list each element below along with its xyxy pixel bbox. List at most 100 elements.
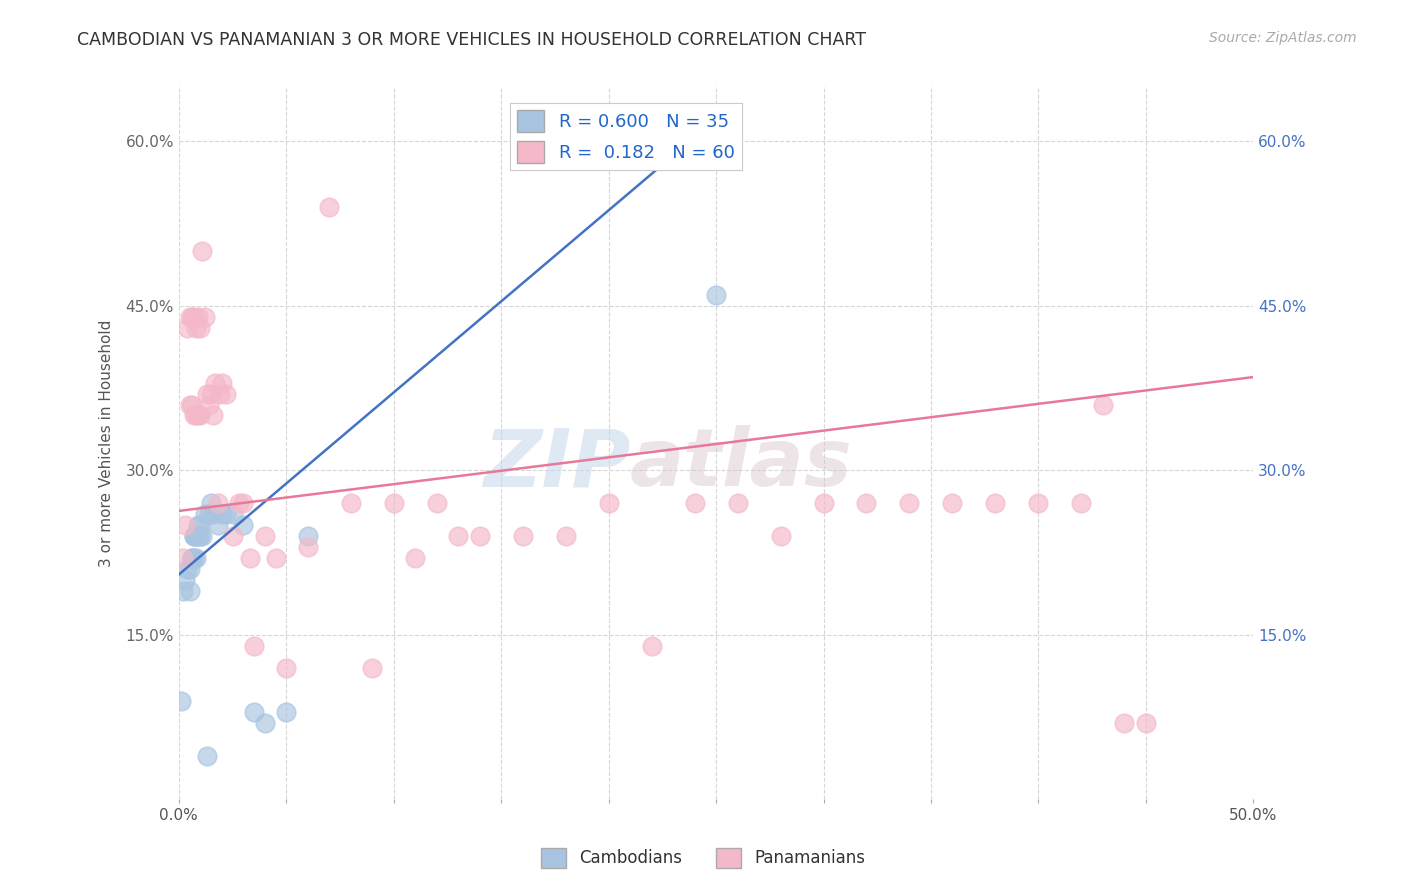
Point: [598, 112, 620, 127]
Point: [221, 507, 243, 521]
Point: [382, 496, 405, 510]
Point: [187, 518, 209, 533]
Point: [554, 529, 576, 543]
Point: [184, 529, 207, 543]
Point: [183, 529, 205, 543]
Point: [704, 287, 727, 301]
Point: [172, 584, 194, 599]
Point: [198, 507, 221, 521]
Point: [183, 409, 205, 423]
Point: [195, 748, 218, 763]
Point: [447, 529, 470, 543]
Point: [184, 409, 207, 423]
Point: [179, 397, 201, 411]
Point: [1028, 496, 1050, 510]
Point: [200, 496, 222, 510]
Point: [239, 551, 262, 566]
Point: [188, 320, 211, 334]
Point: [187, 409, 209, 423]
Point: [202, 409, 225, 423]
Point: [1070, 496, 1092, 510]
Point: [207, 496, 229, 510]
Point: [404, 551, 426, 566]
Point: [228, 496, 250, 510]
Legend: R = 0.600   N = 35, R =  0.182   N = 60: R = 0.600 N = 35, R = 0.182 N = 60: [510, 103, 742, 170]
Point: [253, 715, 276, 730]
Point: [253, 529, 276, 543]
Point: [232, 518, 254, 533]
Point: [297, 529, 319, 543]
Point: [184, 551, 207, 566]
Point: [855, 496, 877, 510]
Point: [215, 507, 238, 521]
Point: [276, 661, 298, 675]
Point: [204, 376, 226, 390]
Point: [898, 496, 921, 510]
Point: [174, 518, 197, 533]
Point: [221, 529, 243, 543]
Point: [727, 496, 749, 510]
Point: [180, 551, 202, 566]
Point: [1091, 397, 1114, 411]
Point: [318, 200, 340, 214]
Point: [211, 507, 233, 521]
Point: [179, 310, 201, 324]
Point: [180, 397, 202, 411]
Point: [172, 551, 194, 566]
Point: [180, 310, 202, 324]
Text: ZIP: ZIP: [482, 425, 630, 503]
Point: [984, 496, 1007, 510]
Point: [179, 562, 201, 576]
Point: [232, 496, 254, 510]
Point: [941, 496, 963, 510]
Point: [183, 529, 205, 543]
Point: [813, 496, 835, 510]
Point: [194, 507, 217, 521]
Point: [1135, 715, 1157, 730]
Point: [769, 529, 792, 543]
Point: [183, 310, 205, 324]
Point: [187, 529, 209, 543]
Point: [184, 320, 207, 334]
Point: [195, 386, 218, 401]
Y-axis label: 3 or more Vehicles in Household: 3 or more Vehicles in Household: [100, 319, 114, 566]
Legend: Cambodians, Panamanians: Cambodians, Panamanians: [534, 841, 872, 875]
Point: [211, 376, 233, 390]
Point: [202, 507, 225, 521]
Point: [198, 397, 221, 411]
Point: [683, 496, 706, 510]
Point: [188, 409, 211, 423]
Point: [188, 529, 211, 543]
Point: [598, 496, 620, 510]
Point: [640, 639, 662, 653]
Point: [1114, 715, 1136, 730]
Point: [194, 310, 217, 324]
Point: [243, 639, 266, 653]
Point: [184, 529, 207, 543]
Point: [208, 386, 231, 401]
Point: [207, 518, 229, 533]
Point: [170, 694, 193, 708]
Point: [339, 496, 361, 510]
Point: [179, 584, 201, 599]
Text: atlas: atlas: [630, 425, 853, 503]
Point: [468, 529, 491, 543]
Point: [191, 529, 214, 543]
Point: [264, 551, 287, 566]
Point: [297, 540, 319, 554]
Point: [176, 320, 198, 334]
Text: CAMBODIAN VS PANAMANIAN 3 OR MORE VEHICLES IN HOUSEHOLD CORRELATION CHART: CAMBODIAN VS PANAMANIAN 3 OR MORE VEHICL…: [77, 31, 866, 49]
Point: [361, 661, 384, 675]
Text: Source: ZipAtlas.com: Source: ZipAtlas.com: [1209, 31, 1357, 45]
Point: [512, 529, 534, 543]
Point: [174, 573, 197, 587]
Point: [426, 496, 449, 510]
Point: [243, 705, 266, 719]
Point: [187, 310, 209, 324]
Point: [176, 562, 198, 576]
Point: [191, 244, 214, 258]
Point: [180, 551, 202, 566]
Point: [188, 518, 211, 533]
Point: [183, 551, 205, 566]
Point: [276, 705, 298, 719]
